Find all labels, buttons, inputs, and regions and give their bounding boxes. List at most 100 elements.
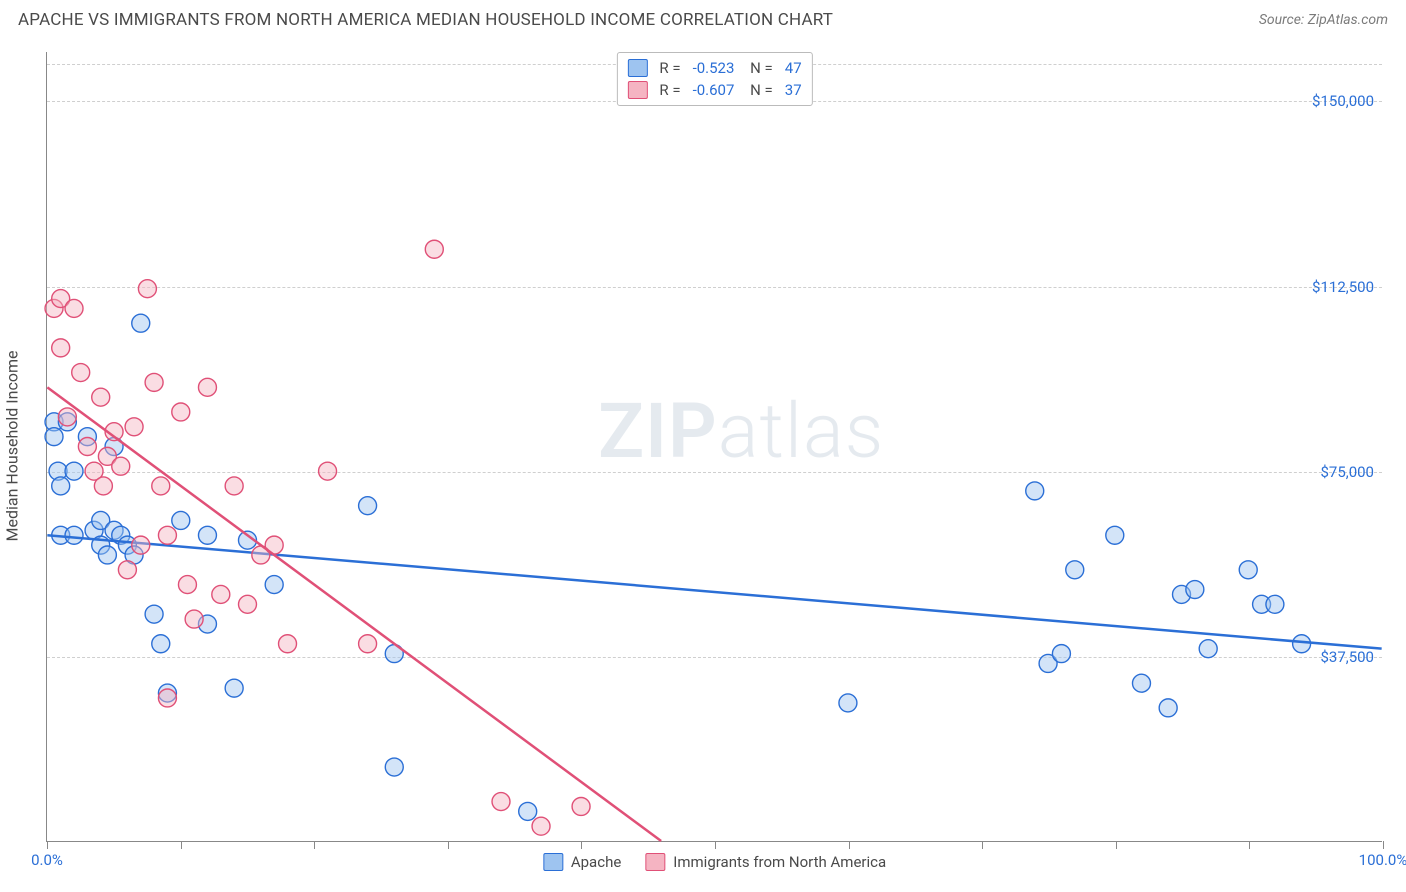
data-point	[112, 457, 130, 475]
data-point	[78, 438, 96, 456]
data-point	[239, 595, 257, 613]
data-point	[45, 428, 63, 446]
data-point	[839, 694, 857, 712]
data-point	[225, 477, 243, 495]
chart-container: APACHE VS IMMIGRANTS FROM NORTH AMERICA …	[0, 0, 1406, 892]
data-point	[65, 299, 83, 317]
data-point	[385, 758, 403, 776]
data-point	[319, 462, 337, 480]
data-point	[359, 635, 377, 653]
swatch-apache	[627, 59, 647, 77]
x-tick	[1249, 841, 1250, 849]
data-point	[145, 605, 163, 623]
data-point	[98, 546, 116, 564]
data-point	[132, 536, 150, 554]
data-point	[52, 477, 70, 495]
swatch-apache	[543, 853, 563, 871]
y-axis-label: Median Household Income	[3, 351, 22, 542]
legend-item-immigrants: Immigrants from North America	[645, 853, 886, 871]
data-point	[145, 373, 163, 391]
data-point	[492, 793, 510, 811]
x-tick	[314, 841, 315, 849]
data-point	[1293, 635, 1311, 653]
data-point	[58, 408, 76, 426]
data-point	[152, 477, 170, 495]
data-point	[72, 364, 90, 382]
data-point	[172, 403, 190, 421]
x-tick	[181, 841, 182, 849]
n-label: N =	[746, 81, 772, 99]
data-point	[138, 280, 156, 298]
legend-label-immigrants: Immigrants from North America	[673, 853, 886, 871]
n-value-apache: 47	[785, 59, 802, 77]
source-attribution: Source: ZipAtlas.com	[1259, 12, 1388, 28]
data-point	[158, 689, 176, 707]
data-point	[118, 561, 136, 579]
correlation-legend: R = -0.523 N = 47 R = -0.607 N = 37	[616, 52, 812, 106]
data-point	[532, 817, 550, 835]
data-point	[92, 388, 110, 406]
swatch-immigrants	[627, 81, 647, 99]
r-label: R =	[659, 59, 680, 77]
data-point	[65, 462, 83, 480]
data-point	[65, 526, 83, 544]
r-value-immigrants: -0.607	[693, 81, 735, 99]
x-tick	[1116, 841, 1117, 849]
legend-row-immigrants: R = -0.607 N = 37	[627, 79, 801, 101]
x-tick	[715, 841, 716, 849]
data-point	[1052, 645, 1070, 663]
regression-line	[47, 387, 661, 841]
r-label: R =	[659, 81, 680, 99]
data-point	[132, 314, 150, 332]
swatch-immigrants	[645, 853, 665, 871]
x-tick	[982, 841, 983, 849]
data-point	[225, 679, 243, 697]
data-point	[212, 585, 230, 603]
title-row: APACHE VS IMMIGRANTS FROM NORTH AMERICA …	[0, 0, 1406, 36]
data-point	[1132, 674, 1150, 692]
legend-label-apache: Apache	[571, 853, 621, 871]
data-point	[1239, 561, 1257, 579]
x-tick	[1383, 841, 1384, 849]
data-point	[198, 526, 216, 544]
data-point	[1106, 526, 1124, 544]
data-point	[152, 635, 170, 653]
data-point	[1026, 482, 1044, 500]
data-point	[359, 497, 377, 515]
data-point	[1186, 581, 1204, 599]
data-point	[94, 477, 112, 495]
data-point	[519, 802, 537, 820]
data-point	[572, 797, 590, 815]
x-tick	[849, 841, 850, 849]
series-legend: Apache Immigrants from North America	[543, 853, 886, 871]
data-point	[178, 576, 196, 594]
data-point	[1066, 561, 1084, 579]
data-point	[158, 526, 176, 544]
x-tick-label: 0.0%	[31, 851, 63, 869]
legend-row-apache: R = -0.523 N = 47	[627, 57, 801, 79]
r-value-apache: -0.523	[693, 59, 735, 77]
data-point	[52, 339, 70, 357]
data-point	[198, 378, 216, 396]
x-tick	[581, 841, 582, 849]
legend-item-apache: Apache	[543, 853, 621, 871]
data-point	[1159, 699, 1177, 717]
data-point	[265, 576, 283, 594]
source-label: Source:	[1259, 12, 1304, 28]
x-tick	[448, 841, 449, 849]
x-tick-label: 100.0%	[1359, 851, 1406, 869]
source-name: ZipAtlas.com	[1308, 12, 1388, 28]
n-label: N =	[746, 59, 772, 77]
data-point	[1199, 640, 1217, 658]
data-point	[172, 511, 190, 529]
data-point	[425, 240, 443, 258]
data-point	[1266, 595, 1284, 613]
data-point	[185, 610, 203, 628]
x-tick	[47, 841, 48, 849]
data-point	[125, 418, 143, 436]
data-point	[279, 635, 297, 653]
n-value-immigrants: 37	[785, 81, 802, 99]
chart-title: APACHE VS IMMIGRANTS FROM NORTH AMERICA …	[18, 10, 833, 30]
plot-area: ZIPatlas $37,500$75,000$112,500$150,000 …	[46, 52, 1382, 842]
scatter-svg	[47, 52, 1382, 841]
